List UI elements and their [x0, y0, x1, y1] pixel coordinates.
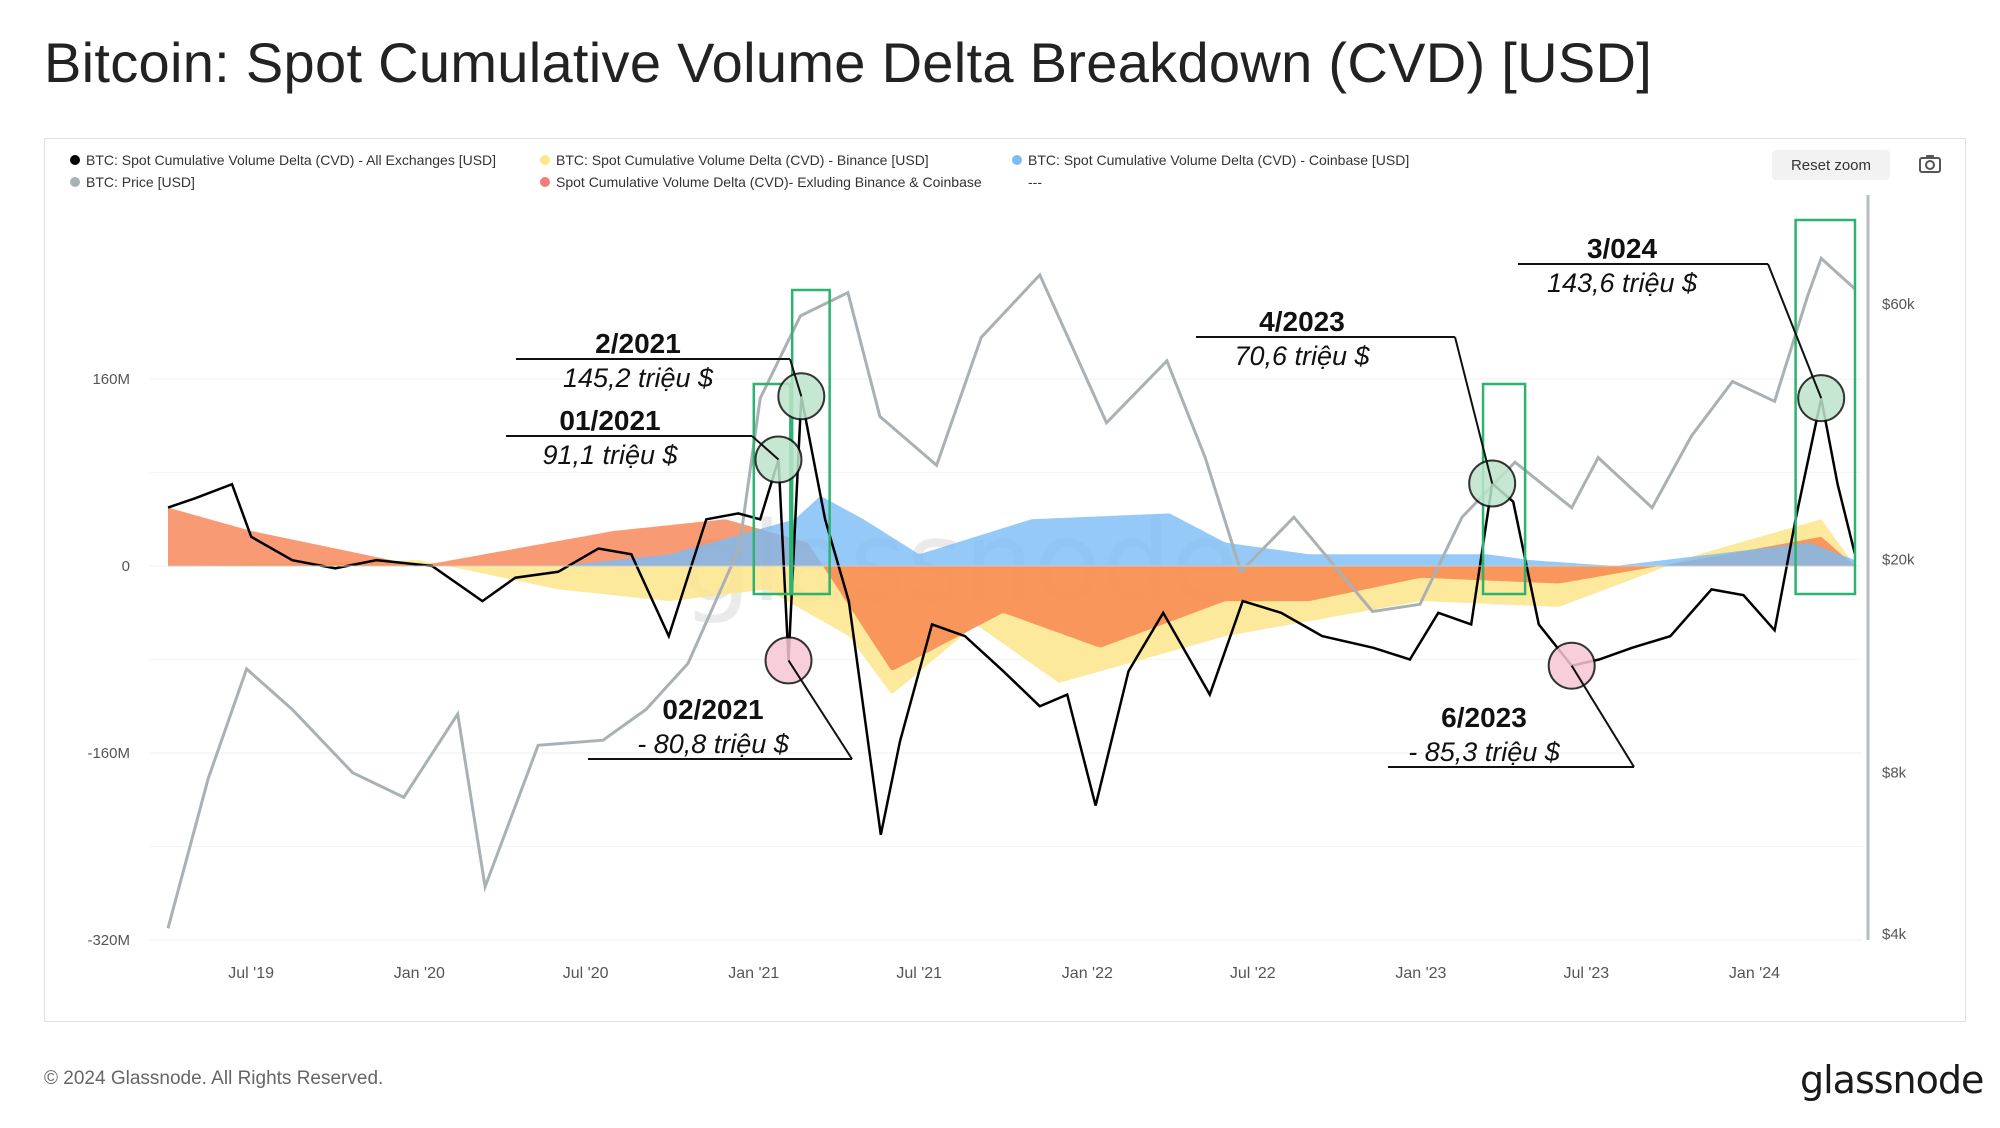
reset-zoom-button[interactable]: Reset zoom	[1772, 150, 1890, 180]
y-right-tick-label: $8k	[1882, 765, 1907, 782]
legend-label: Spot Cumulative Volume Delta (CVD)- Exlu…	[556, 174, 982, 190]
annotation-title: 4/2023	[1259, 306, 1345, 337]
others-area	[168, 507, 1855, 670]
annotation-value: 145,2 triệu $	[563, 363, 714, 393]
y-left-tick-label: -320M	[87, 932, 130, 949]
annotation-value: 70,6 triệu $	[1234, 341, 1370, 371]
annotation-leader	[787, 659, 853, 760]
x-tick-label: Jul '21	[896, 965, 942, 982]
price-line	[166, 255, 1857, 929]
annotation-leader	[1767, 263, 1823, 399]
legend-dot-icon	[540, 177, 550, 187]
legend-item-coinbase[interactable]: BTC: Spot Cumulative Volume Delta (CVD) …	[1012, 152, 1409, 168]
x-tick-label: Jan '22	[1062, 965, 1113, 982]
copyright-text: © 2024 Glassnode. All Rights Reserved.	[44, 1068, 384, 1089]
y-left-tick-label: 0	[122, 558, 130, 575]
legend-item-binance[interactable]: BTC: Spot Cumulative Volume Delta (CVD) …	[540, 152, 929, 168]
y-right-tick-label: $20k	[1882, 552, 1915, 569]
camera-icon[interactable]	[1918, 153, 1942, 175]
highlight-box	[1794, 218, 1857, 596]
legend-item-cvd-all[interactable]: BTC: Spot Cumulative Volume Delta (CVD) …	[70, 152, 496, 168]
annotation-value: - 85,3 triệu $	[1408, 737, 1561, 767]
annotation-title: 02/2021	[662, 694, 763, 725]
highlight-box	[752, 382, 792, 596]
y-right-tick-label: $4k	[1882, 926, 1907, 943]
y-left-tick-label: -160M	[87, 745, 130, 762]
annotation-leader	[1454, 336, 1494, 484]
legend-item-price[interactable]: BTC: Price [USD]	[70, 174, 195, 190]
annotation-value: 143,6 triệu $	[1547, 268, 1698, 298]
annotation-leader	[751, 435, 780, 461]
legend-item-more[interactable]: ---	[1028, 174, 1042, 190]
legend-dot-icon	[70, 177, 80, 187]
legend-label: BTC: Price [USD]	[86, 174, 195, 190]
legend-label: BTC: Spot Cumulative Volume Delta (CVD) …	[556, 152, 929, 168]
annotation-title: 01/2021	[559, 405, 660, 436]
annotation-title: 3/024	[1587, 233, 1657, 264]
coinbase-area	[168, 496, 1855, 566]
legend-dot-icon	[70, 155, 80, 165]
y-left-tick-label: 160M	[92, 371, 130, 388]
legend-dot-icon	[1012, 155, 1022, 165]
annotation-value: 91,1 triệu $	[542, 440, 678, 470]
legend-label: ---	[1028, 174, 1042, 190]
annotation-title: 2/2021	[595, 328, 681, 359]
y-right-tick-label: $60k	[1882, 296, 1915, 313]
legend-label: BTC: Spot Cumulative Volume Delta (CVD) …	[1028, 152, 1410, 168]
x-tick-label: Jan '20	[394, 965, 445, 982]
x-tick-label: Jul '19	[228, 965, 274, 982]
legend-dot-icon	[540, 155, 550, 165]
annotation-value: - 80,8 triệu $	[637, 729, 790, 759]
page-title: Bitcoin: Spot Cumulative Volume Delta Br…	[44, 31, 1653, 94]
x-tick-label: Jul '22	[1230, 965, 1276, 982]
x-tick-label: Jul '20	[563, 965, 609, 982]
x-tick-label: Jul '23	[1563, 965, 1609, 982]
x-tick-label: Jan '24	[1729, 965, 1780, 982]
glassnode-logo: glassnode	[1800, 1058, 1984, 1102]
legend-label: BTC: Spot Cumulative Volume Delta (CVD) …	[86, 152, 497, 168]
annotation-leader	[789, 358, 803, 397]
legend-item-others[interactable]: Spot Cumulative Volume Delta (CVD)- Exlu…	[540, 174, 982, 190]
annotation-title: 6/2023	[1441, 702, 1527, 733]
cvd-all-line	[167, 396, 1857, 836]
x-tick-label: Jan '23	[1395, 965, 1446, 982]
annotation-leader	[1570, 665, 1635, 768]
x-tick-label: Jan '21	[728, 965, 779, 982]
